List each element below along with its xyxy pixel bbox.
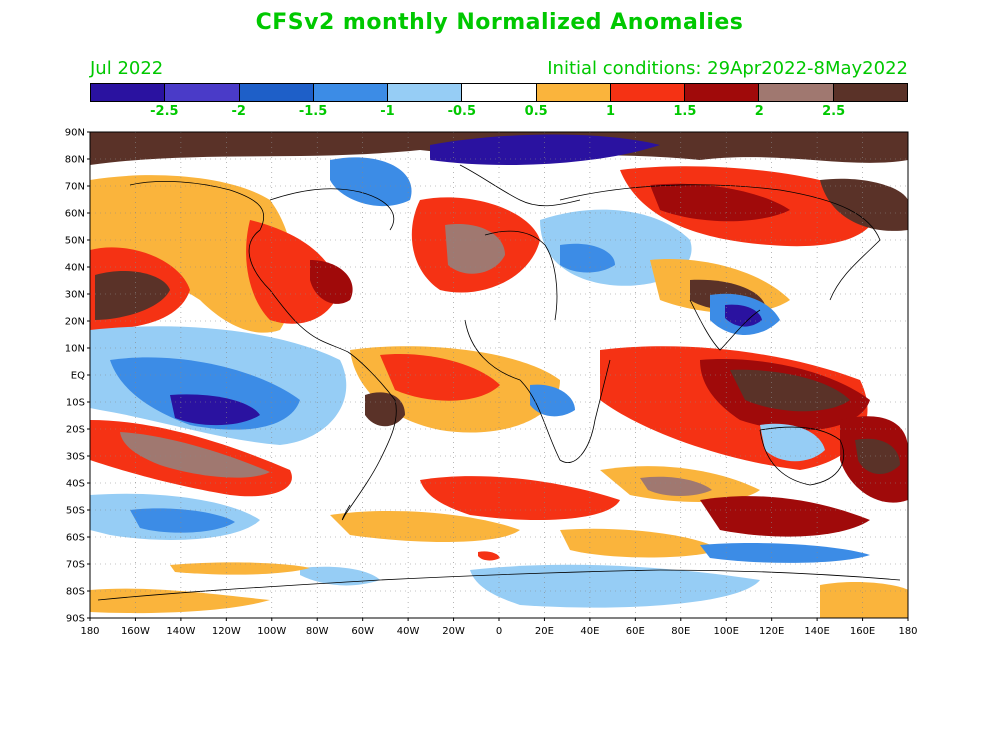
longitude-tick-label: 100W xyxy=(257,626,286,637)
colorbar-swatch xyxy=(91,84,166,101)
colorbar xyxy=(90,83,908,102)
colorbar-tick-label: -2.5 xyxy=(150,104,179,119)
longitude-tick-label: 80E xyxy=(671,626,690,637)
longitude-tick-label: 180 xyxy=(80,626,99,637)
longitude-tick-label: 120W xyxy=(212,626,241,637)
colorbar-tick-label: 1.5 xyxy=(673,104,697,119)
initial-conditions: Initial conditions: 29Apr2022-8May2022 xyxy=(547,58,908,79)
latitude-tick-label: 70N xyxy=(65,182,85,193)
longitude-tick-label: 20W xyxy=(442,626,465,637)
longitude-tick-label: 160W xyxy=(121,626,150,637)
latitude-tick-label: 60S xyxy=(66,533,85,544)
longitude-tick-label: 140E xyxy=(804,626,829,637)
colorbar-swatch xyxy=(833,84,907,101)
latitude-tick-label: 40N xyxy=(65,263,85,274)
latitude-tick-label: 70S xyxy=(66,560,85,571)
longitude-tick-label: 60E xyxy=(626,626,645,637)
colorbar-tick-label: 1 xyxy=(606,104,616,119)
colorbar-swatch xyxy=(388,84,463,101)
colorbar-swatch xyxy=(759,84,834,101)
latitude-tick-label: 50S xyxy=(66,506,85,517)
latitude-tick-label: 20N xyxy=(65,317,85,328)
map-title: CFSv2 monthly Normalized Anomalies xyxy=(255,10,744,35)
longitude-tick-label: 80W xyxy=(306,626,329,637)
latitude-tick-label: 50N xyxy=(65,236,85,247)
latitude-tick-label: 30N xyxy=(65,290,85,301)
longitude-tick-label: 20E xyxy=(535,626,554,637)
latitude-tick-label: 20S xyxy=(66,425,85,436)
colorbar-swatch xyxy=(165,84,240,101)
longitude-tick-label: 140W xyxy=(166,626,195,637)
latitude-labels: 90N 80N 70N 60N 50N 40N 30N 20N 10N EQ 10S 20S 30S 40… xyxy=(65,128,90,625)
latitude-tick-label: 90S xyxy=(66,614,85,625)
longitude-tick-label: 120E xyxy=(759,626,784,637)
colorbar-tick-label: -1.5 xyxy=(298,104,328,119)
colorbar-tick-label: -1 xyxy=(380,104,395,119)
colorbar-swatch xyxy=(313,84,389,101)
forecast-month: Jul 2022 xyxy=(90,58,164,79)
colorbar-tick-label: -0.5 xyxy=(447,104,477,119)
longitude-tick-label: 40E xyxy=(580,626,599,637)
latitude-tick-label: 10S xyxy=(66,398,85,409)
longitude-tick-label: 180 xyxy=(898,626,917,637)
longitude-tick-label: 60W xyxy=(351,626,374,637)
longitude-tick-label: 160E xyxy=(850,626,875,637)
longitude-tick-label: 100E xyxy=(714,626,739,637)
longitude-labels: 180 160W 140W 120W 100W 80W 60W 40W 20W 0 20E 40E 60… xyxy=(80,618,918,637)
colorbar-swatch xyxy=(610,84,686,101)
colorbar-tick-label: -2 xyxy=(231,104,246,119)
latitude-tick-label: EQ xyxy=(71,371,85,382)
longitude-tick-label: 40W xyxy=(397,626,420,637)
colorbar-swatch xyxy=(462,84,537,101)
colorbar-swatch xyxy=(536,84,611,101)
latitude-tick-label: 80S xyxy=(66,587,85,598)
coastlines xyxy=(97,164,901,601)
colorbar-tick-label: 0.5 xyxy=(524,104,548,119)
colorbar-tick-label: 2.5 xyxy=(822,104,846,119)
latitude-tick-label: 60N xyxy=(65,209,85,220)
map-grid xyxy=(90,132,908,618)
latitude-tick-label: 40S xyxy=(66,479,85,490)
colorbar-swatch xyxy=(685,84,760,101)
colorbar-tick-label: 2 xyxy=(754,104,764,119)
latitude-tick-label: 80N xyxy=(65,155,85,166)
latitude-tick-label: 90N xyxy=(65,128,85,139)
latitude-tick-label: 30S xyxy=(66,452,85,463)
latitude-tick-label: 10N xyxy=(65,344,85,355)
colorbar-swatch xyxy=(239,84,314,101)
longitude-tick-label: 0 xyxy=(496,626,502,637)
